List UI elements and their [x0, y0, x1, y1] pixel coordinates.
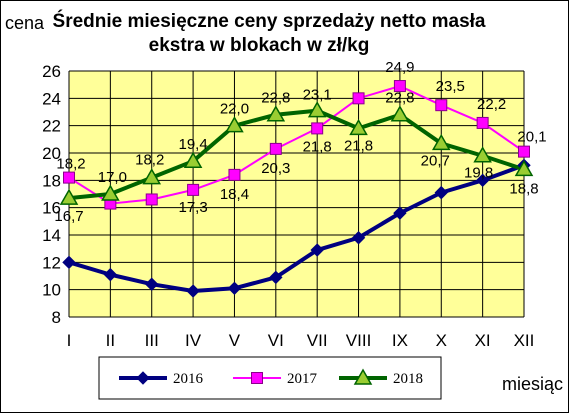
data-point-2018 [349, 118, 368, 136]
x-tick-label: I [67, 331, 72, 350]
data-label-2018: 16,7 [54, 208, 83, 225]
data-point-2016 [434, 185, 448, 200]
data-point-2018 [225, 116, 244, 133]
data-point-2018 [59, 188, 79, 205]
data-point-2018 [514, 159, 534, 177]
chart-title-line-1: Średnie miesięczne ceny sprzedaży netto … [53, 10, 486, 32]
data-label-2017: 23,5 [436, 78, 465, 95]
y-tick-label: 12 [42, 253, 61, 272]
y-tick-label: 20 [42, 144, 61, 163]
legend-marker-2017 [251, 372, 263, 384]
data-label-2017: 24,9 [385, 59, 414, 76]
data-point-2017 [352, 92, 365, 105]
data-point-2017 [518, 145, 530, 158]
legend-label-2017: 2017 [287, 371, 318, 387]
data-point-2017 [393, 80, 406, 93]
y-tick-label: 18 [42, 171, 61, 190]
x-tick-label: IX [392, 331, 408, 350]
x-tick-label: X [436, 331, 447, 350]
x-tick-label: VII [307, 331, 328, 350]
data-label-2017: 20,1 [517, 129, 546, 146]
data-label-2018: 22,8 [385, 90, 414, 107]
legend-label-2018: 2018 [393, 371, 423, 387]
data-label-2018: 21,8 [344, 137, 373, 154]
chart-title-line-2: ekstra w blokach w zł/kg [149, 35, 370, 56]
x-tick-label: VIII [346, 331, 372, 350]
data-point-2016 [351, 231, 366, 245]
y-tick-label: 14 [42, 226, 61, 245]
data-point-2018 [142, 168, 162, 185]
data-point-2017 [228, 168, 241, 181]
legend-label-2016: 2016 [173, 371, 204, 387]
data-label-2017: 21,8 [303, 138, 332, 155]
x-tick-label: IV [185, 331, 202, 350]
data-point-2016 [269, 270, 283, 285]
y-tick-label: 26 [42, 62, 61, 81]
data-point-2018 [307, 101, 327, 118]
data-point-2016 [475, 173, 490, 188]
data-point-2016 [62, 255, 76, 270]
data-point-2016 [145, 277, 159, 291]
data-point-2017 [63, 171, 75, 184]
data-point-2017 [476, 116, 489, 129]
y-tick-label: 24 [42, 89, 61, 108]
data-label-2017: 20,3 [261, 160, 290, 177]
data-label-2018: 17,0 [98, 169, 127, 186]
data-label-2018: 19,8 [464, 165, 493, 182]
y-axis-title: cena [5, 13, 45, 33]
x-tick-label: XII [514, 331, 535, 350]
x-tick-label: III [145, 331, 159, 350]
series-line-2016 [68, 163, 525, 294]
data-point-2017 [435, 99, 448, 112]
data-point-2018 [266, 105, 286, 122]
data-point-2018 [101, 184, 120, 201]
legend-marker-2016 [136, 371, 150, 385]
y-tick-label: 8 [52, 308, 61, 327]
data-point-2018 [473, 146, 492, 163]
series-line-2017 [68, 85, 525, 205]
data-label-2017: 18,2 [56, 156, 85, 173]
legend: 2016 2017 2018 [98, 356, 442, 400]
data-label-2018: 22,0 [220, 101, 249, 118]
data-point-2018 [431, 133, 451, 151]
data-point-2016 [103, 267, 118, 282]
data-point-2017 [311, 122, 324, 135]
data-point-2018 [390, 105, 410, 122]
data-point-2016 [393, 206, 407, 220]
data-point-2016 [310, 243, 324, 257]
x-tick-label: XI [475, 331, 491, 350]
data-label-2018: 19,4 [178, 136, 207, 153]
data-label-2018: 22,8 [261, 90, 290, 107]
data-point-2018 [183, 151, 203, 168]
data-label-2017: 22,2 [477, 96, 506, 113]
data-label-2018: 18,2 [135, 152, 164, 169]
data-point-2017 [145, 193, 158, 206]
y-tick-label: 16 [42, 199, 61, 218]
data-point-2017 [187, 183, 200, 196]
data-label-2017: 18,4 [220, 186, 249, 203]
y-tick-label: 10 [42, 281, 61, 300]
y-tick-label: 22 [42, 117, 61, 136]
data-label-2017: 17,3 [178, 199, 207, 216]
x-tick-label: II [106, 331, 115, 350]
data-point-2016 [227, 281, 242, 296]
data-point-2016 [186, 284, 200, 298]
x-tick-label: V [229, 331, 241, 350]
data-label-2018: 18,8 [509, 180, 538, 197]
data-label-2018: 23,1 [303, 87, 332, 104]
x-axis-title: miesiąc [502, 374, 563, 394]
data-label-2018: 20,7 [421, 152, 450, 169]
data-point-2017 [269, 142, 282, 155]
x-tick-label: VI [268, 331, 284, 350]
legend-marker-2018 [353, 368, 373, 385]
